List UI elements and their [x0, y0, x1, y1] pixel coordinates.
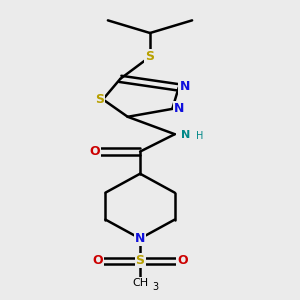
Text: S: S — [146, 50, 154, 63]
Text: O: O — [177, 254, 188, 267]
Text: S: S — [136, 254, 145, 267]
Text: N: N — [179, 80, 190, 93]
Text: O: O — [89, 145, 100, 158]
Text: N: N — [181, 130, 190, 140]
Text: 3: 3 — [152, 282, 158, 292]
Text: N: N — [135, 232, 145, 245]
Text: CH: CH — [132, 278, 148, 288]
Text: N: N — [173, 102, 184, 116]
Text: H: H — [196, 131, 203, 141]
Text: S: S — [95, 93, 104, 106]
Text: O: O — [93, 254, 103, 267]
